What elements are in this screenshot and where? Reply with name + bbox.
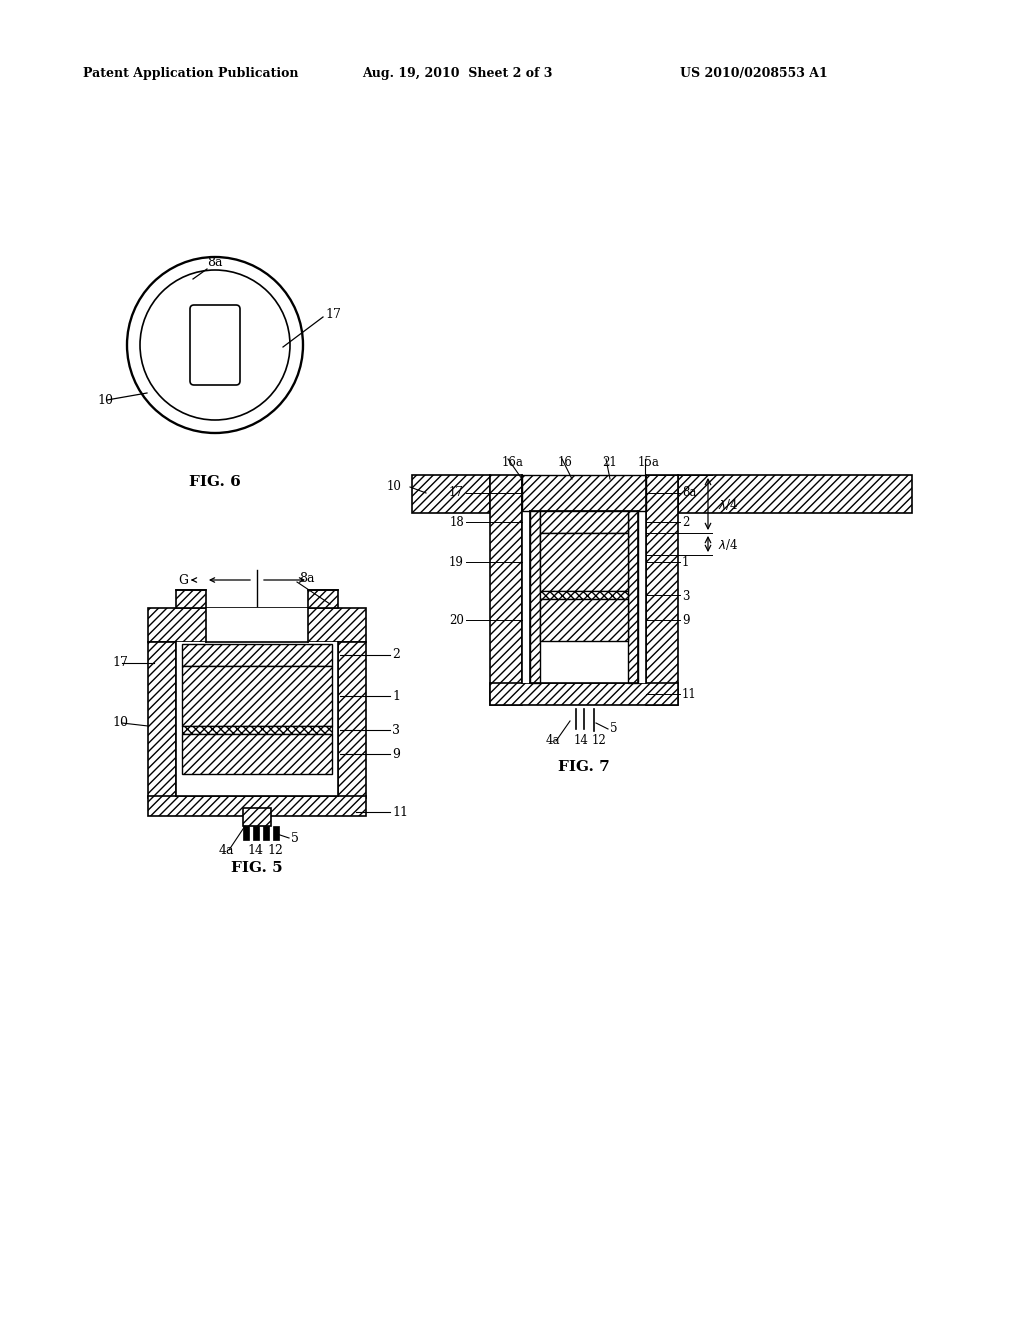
- Bar: [678, 475, 912, 513]
- Bar: [263, 826, 269, 840]
- Text: 3: 3: [392, 723, 400, 737]
- Text: 8a: 8a: [682, 487, 696, 499]
- Bar: [540, 511, 628, 533]
- Bar: [243, 826, 249, 840]
- Bar: [490, 475, 522, 705]
- Bar: [176, 642, 338, 796]
- Bar: [628, 511, 638, 682]
- Text: $\lambda$/4: $\lambda$/4: [718, 536, 738, 552]
- Bar: [182, 726, 332, 734]
- Text: 5: 5: [610, 722, 617, 735]
- Text: 9: 9: [392, 747, 400, 760]
- Bar: [243, 808, 271, 826]
- Bar: [412, 475, 490, 513]
- Text: 1: 1: [392, 689, 400, 702]
- Text: 11: 11: [392, 805, 408, 818]
- Text: 8a: 8a: [207, 256, 222, 269]
- Text: Aug. 19, 2010  Sheet 2 of 3: Aug. 19, 2010 Sheet 2 of 3: [362, 66, 552, 79]
- Text: 17: 17: [112, 656, 128, 669]
- Bar: [206, 609, 308, 642]
- Text: 21: 21: [602, 457, 616, 470]
- Text: G: G: [178, 573, 188, 586]
- Bar: [540, 533, 628, 591]
- Text: 17: 17: [325, 309, 341, 322]
- Text: 4a: 4a: [546, 734, 560, 747]
- Text: 2: 2: [392, 648, 400, 661]
- Text: 10: 10: [112, 717, 128, 730]
- Bar: [540, 591, 628, 599]
- Bar: [530, 511, 540, 682]
- Bar: [182, 667, 332, 726]
- Text: 19: 19: [450, 556, 464, 569]
- Text: 8a: 8a: [299, 572, 314, 585]
- Text: 1: 1: [682, 556, 689, 569]
- Text: 10: 10: [97, 393, 113, 407]
- Text: $\lambda$/4: $\lambda$/4: [718, 496, 738, 511]
- Text: 18: 18: [450, 516, 464, 528]
- Bar: [522, 475, 646, 511]
- Bar: [253, 826, 259, 840]
- Bar: [308, 590, 338, 609]
- Bar: [646, 475, 678, 705]
- Bar: [522, 475, 646, 682]
- Bar: [182, 644, 332, 667]
- Text: 15a: 15a: [638, 457, 659, 470]
- Text: 14: 14: [574, 734, 589, 747]
- Text: 16: 16: [558, 457, 572, 470]
- Text: FIG. 7: FIG. 7: [558, 760, 610, 774]
- Text: FIG. 6: FIG. 6: [189, 475, 241, 488]
- Text: 9: 9: [682, 614, 689, 627]
- Text: US 2010/0208553 A1: US 2010/0208553 A1: [680, 66, 827, 79]
- Text: 14: 14: [247, 843, 263, 857]
- Text: 12: 12: [592, 734, 607, 747]
- Bar: [540, 599, 628, 642]
- Bar: [273, 826, 279, 840]
- Text: 3: 3: [682, 590, 689, 603]
- Text: 11: 11: [682, 688, 696, 701]
- Text: 4a: 4a: [219, 843, 234, 857]
- Bar: [148, 609, 366, 642]
- Text: 20: 20: [450, 614, 464, 627]
- Bar: [148, 796, 366, 816]
- Text: 16a: 16a: [502, 457, 524, 470]
- Text: 17: 17: [450, 487, 464, 499]
- Text: 10: 10: [387, 480, 402, 494]
- Text: 5: 5: [291, 832, 299, 845]
- Bar: [490, 682, 678, 705]
- Text: FIG. 5: FIG. 5: [231, 861, 283, 875]
- Bar: [176, 590, 206, 609]
- Bar: [148, 642, 176, 799]
- Text: 12: 12: [267, 843, 283, 857]
- Bar: [182, 734, 332, 774]
- Text: 2: 2: [682, 516, 689, 528]
- Bar: [338, 642, 366, 799]
- FancyBboxPatch shape: [190, 305, 240, 385]
- Text: Patent Application Publication: Patent Application Publication: [83, 66, 299, 79]
